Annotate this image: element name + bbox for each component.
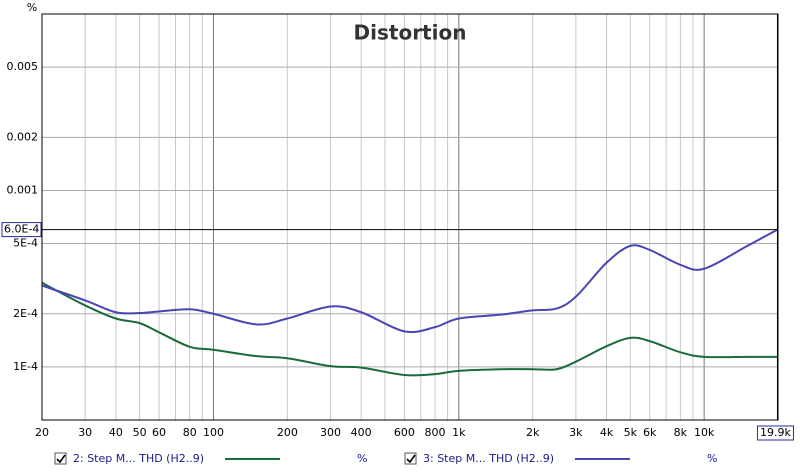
y-axis-label: % [27, 1, 37, 14]
plot-border [41, 13, 779, 421]
y-tick-label: 2E-4 [13, 307, 38, 320]
chart-title: Distortion [354, 21, 467, 45]
legend-label: 2: Step M... THD (H2..9) [73, 452, 204, 465]
x-tick-label: 3k [569, 426, 583, 439]
x-tick-label: 40 [109, 426, 123, 439]
legend-checkbox [54, 452, 67, 465]
y-tick-label: 0.002 [7, 130, 39, 143]
legend-checkbox [404, 452, 417, 465]
legend-check [406, 454, 416, 464]
x-tick-label: 6k [643, 426, 657, 439]
x-tick-label: 20 [35, 426, 49, 439]
x-tick-label: 100 [203, 426, 224, 439]
x-tick-label: 1k [452, 426, 466, 439]
x-tick-label: 30 [78, 426, 92, 439]
x-tick-label: 50 [133, 426, 147, 439]
plot-area [42, 14, 778, 420]
legend-unit: % [707, 452, 717, 465]
legend-label: 3: Step M... THD (H2..9) [423, 452, 554, 465]
x-tick-label: 600 [394, 426, 415, 439]
x-tick-label: 400 [351, 426, 372, 439]
x-tick-label: 4k [600, 426, 614, 439]
x-tick-label: 200 [277, 426, 298, 439]
legend-unit: % [357, 452, 367, 465]
cursor-x-box [756, 425, 794, 441]
x-tick-label: 2k [526, 426, 540, 439]
cursor-x-label: 19.9k [760, 426, 791, 439]
x-tick-label: 800 [425, 426, 446, 439]
x-tick-label: 60 [152, 426, 166, 439]
y-tick-label: 0.005 [7, 60, 39, 73]
x-tick-label: 80 [183, 426, 197, 439]
x-tick-label: 10k [694, 426, 715, 439]
series-line [41, 281, 778, 377]
cursor-y-box [1, 222, 42, 238]
x-tick-label: 300 [320, 426, 341, 439]
y-tick-label: 0.001 [7, 183, 39, 196]
series-line [41, 228, 778, 334]
legend-check [56, 454, 66, 464]
x-tick-label: 5k [624, 426, 638, 439]
y-tick-label: 5E-4 [13, 237, 38, 250]
y-tick-label: 1E-4 [13, 360, 38, 373]
cursor-y-label: 6.0E-4 [4, 223, 39, 236]
x-tick-label: 8k [674, 426, 688, 439]
